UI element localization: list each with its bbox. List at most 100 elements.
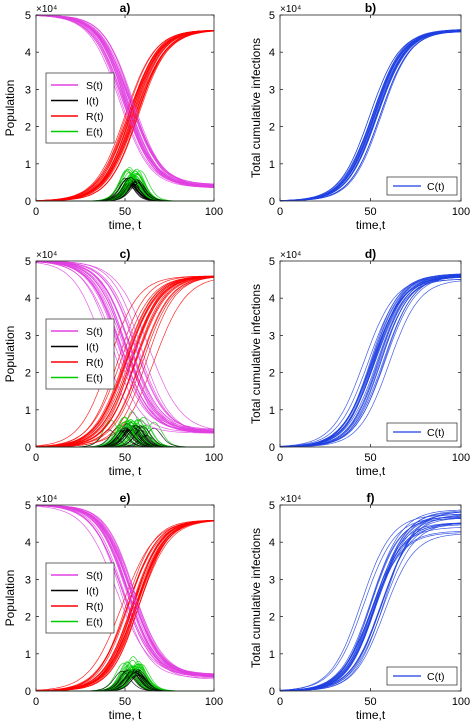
x-axis-label: time, t	[109, 464, 142, 478]
y-tick-label: 1	[25, 405, 31, 417]
legend: C(t)	[386, 176, 458, 196]
x-tick-label: 0	[277, 452, 283, 464]
y-tick-label: 0	[269, 196, 275, 208]
series-line-c-trajectory	[280, 31, 462, 202]
legend-label: R(t)	[86, 111, 104, 123]
series-line-s-trajectory	[36, 505, 215, 676]
series-line-c-trajectory	[279, 31, 462, 202]
series-group	[279, 273, 462, 448]
y-tick-label: 0	[25, 196, 31, 208]
series-line-c-trajectory	[280, 30, 461, 201]
y-tick-label: 4	[269, 293, 275, 305]
panel-label: e)	[120, 491, 131, 505]
x-tick-label: 100	[205, 696, 223, 708]
y-tick-label: 2	[269, 612, 275, 624]
x-axis-label: time,t	[356, 708, 386, 722]
legend-label: I(t)	[86, 96, 99, 108]
y-tick-label: 5	[25, 500, 31, 512]
series-line-r-trajectory	[36, 277, 215, 448]
y-tick-label: 0	[25, 442, 31, 454]
series-line-r-trajectory	[36, 520, 215, 691]
y-tick-label: 0	[25, 686, 31, 698]
x-tick-label: 0	[33, 452, 39, 464]
series-line-s-trajectory	[36, 14, 214, 185]
series-line-s-trajectory	[36, 260, 215, 433]
series-line-s-trajectory	[36, 504, 215, 675]
panel-label: f)	[367, 491, 375, 505]
series-line-c-trajectory	[280, 509, 462, 691]
legend: S(t) I(t) R(t) E(t)	[45, 562, 115, 634]
y-tick-label: 4	[269, 47, 275, 59]
series-line-c-trajectory	[280, 275, 462, 448]
y-tick-label: 5	[269, 500, 275, 512]
panel-label: d)	[365, 247, 376, 261]
legend-box	[45, 318, 115, 390]
x-tick-label: 100	[205, 206, 223, 218]
x-tick-label: 50	[119, 452, 131, 464]
y-tick-label: 1	[269, 159, 275, 171]
panel-label: a)	[120, 1, 131, 15]
x-tick-label: 0	[33, 696, 39, 708]
y-exponent-label: ×10⁴	[280, 250, 301, 261]
y-exponent-label: ×10⁴	[280, 4, 301, 15]
panel-label: b)	[365, 1, 376, 15]
y-tick-label: 3	[269, 574, 275, 586]
series-line-c-trajectory	[279, 273, 462, 447]
series-line-s-trajectory	[36, 15, 214, 187]
series-line-c-trajectory	[279, 514, 462, 691]
series-line-c-trajectory	[280, 527, 462, 691]
x-tick-label: 0	[33, 206, 39, 218]
y-axis-label: Population	[3, 326, 17, 383]
legend-label: E(t)	[86, 373, 103, 385]
y-tick-label: 4	[25, 537, 31, 549]
series-group	[279, 509, 462, 692]
legend-label: R(t)	[86, 601, 104, 613]
x-tick-label: 0	[277, 206, 283, 218]
series-line-s-trajectory	[36, 504, 215, 677]
series-line-r-trajectory	[36, 30, 215, 202]
y-tick-label: 0	[269, 442, 275, 454]
legend-label: I(t)	[86, 342, 99, 354]
legend: C(t)	[386, 666, 458, 686]
y-tick-label: 3	[25, 84, 31, 96]
legend-box	[386, 422, 458, 442]
y-tick-label: 3	[269, 84, 275, 96]
y-tick-label: 2	[25, 612, 31, 624]
series-group	[279, 29, 462, 202]
y-tick-label: 3	[269, 330, 275, 342]
series-line-c-trajectory	[280, 524, 462, 692]
legend-label: C(t)	[427, 671, 445, 683]
legend-label: S(t)	[86, 80, 103, 92]
y-tick-label: 4	[269, 537, 275, 549]
y-tick-label: 5	[269, 10, 275, 22]
y-axis-label: Population	[3, 80, 17, 137]
y-tick-label: 5	[25, 256, 31, 268]
x-tick-label: 100	[452, 452, 470, 464]
legend-label: E(t)	[86, 617, 103, 629]
series-line-r-trajectory	[36, 276, 214, 447]
plot-area	[280, 505, 461, 691]
series-line-r-trajectory	[36, 520, 214, 692]
legend-label: I(t)	[86, 586, 99, 598]
y-axis-label: Total cumulative infections	[249, 38, 263, 178]
y-tick-label: 2	[269, 368, 275, 380]
series-line-r-trajectory	[36, 276, 215, 448]
x-axis-label: time,t	[356, 218, 386, 232]
series-line-s-trajectory	[35, 261, 215, 431]
y-axis-label: Population	[3, 570, 17, 627]
series-line-c-trajectory	[279, 275, 462, 448]
y-tick-label: 5	[269, 256, 275, 268]
y-tick-label: 4	[25, 293, 31, 305]
x-tick-label: 0	[277, 696, 283, 708]
plot-area	[280, 261, 461, 447]
legend-label: S(t)	[86, 570, 103, 582]
series-line-s-trajectory	[36, 14, 214, 187]
y-tick-label: 1	[269, 405, 275, 417]
x-axis-label: time, t	[109, 218, 142, 232]
legend: S(t) I(t) R(t) E(t)	[45, 318, 115, 390]
